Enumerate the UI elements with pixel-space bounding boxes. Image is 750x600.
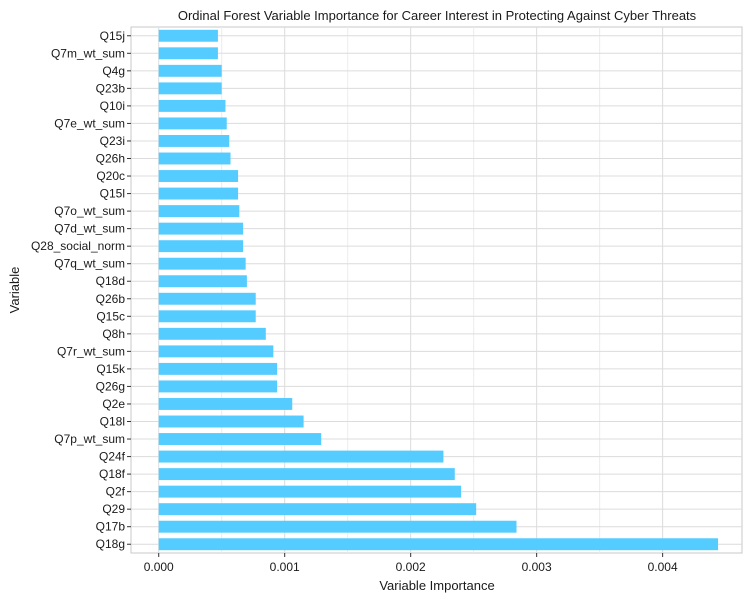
y-axis-ticks: Q15j Q7m_wt_sum Q4g Q23b Q10i Q7e_wt_sum Q23i Q… <box>31 29 131 551</box>
bar <box>158 520 517 533</box>
y-tick-label: Q18g <box>96 537 125 551</box>
y-tick-label: Q15k <box>96 362 126 376</box>
x-axis-title: Variable Importance <box>379 578 494 593</box>
y-tick-label: Q7p_wt_sum <box>54 432 125 446</box>
chart-title: Ordinal Forest Variable Importance for C… <box>178 8 697 23</box>
y-tick-label: Q18l <box>100 415 125 429</box>
bar <box>158 362 278 375</box>
bar <box>158 503 477 516</box>
bar <box>158 240 244 253</box>
bar <box>158 450 444 463</box>
y-tick-label: Q7o_wt_sum <box>54 204 125 218</box>
bar <box>158 398 293 410</box>
y-tick-label: Q2f <box>106 485 126 499</box>
y-tick-label: Q18f <box>99 467 126 481</box>
y-tick-label: Q15j <box>100 29 125 43</box>
plot-panel <box>130 26 743 554</box>
bar <box>158 433 322 445</box>
y-tick-label: Q23i <box>100 134 125 148</box>
y-tick-label: Q23b <box>96 81 126 95</box>
y-tick-label: Q26g <box>96 379 125 393</box>
y-tick-label: Q7m_wt_sum <box>51 46 125 60</box>
y-tick-label: Q2e <box>102 397 125 411</box>
y-tick-label: Q7e_wt_sum <box>54 116 125 130</box>
bar <box>158 47 218 60</box>
bar-series <box>158 29 719 551</box>
bar <box>158 64 222 77</box>
bar <box>158 310 256 323</box>
y-tick-label: Q4g <box>102 64 125 78</box>
y-tick-label: Q26b <box>96 292 126 306</box>
bar <box>158 187 239 200</box>
bar <box>158 292 256 305</box>
y-tick-label: Q7r_wt_sum <box>57 344 125 358</box>
bar <box>158 415 304 428</box>
y-tick-label: Q7q_wt_sum <box>54 257 125 271</box>
y-tick-label: Q17b <box>96 520 126 534</box>
bar <box>158 538 719 551</box>
bar <box>158 205 240 218</box>
y-tick-label: Q26h <box>96 152 125 166</box>
bar <box>158 222 244 235</box>
x-gridlines <box>158 27 664 553</box>
y-tick-label: Q15l <box>100 187 125 201</box>
bar <box>158 170 239 182</box>
y-tick-label: Q18d <box>96 274 125 288</box>
y-tick-label: Q29 <box>102 502 125 516</box>
x-tick-label: 0.001 <box>270 560 300 574</box>
bar <box>158 99 226 112</box>
y-tick-label: Q10i <box>100 99 125 113</box>
x-tick-label: 0.003 <box>522 560 552 574</box>
bar <box>158 117 227 130</box>
y-tick-label: Q15c <box>96 309 125 323</box>
bar <box>158 380 278 393</box>
bar <box>158 327 266 340</box>
bar <box>158 29 218 42</box>
bar <box>158 485 462 498</box>
bar <box>158 152 231 165</box>
bar <box>158 275 247 288</box>
x-tick-label: 0.002 <box>396 560 426 574</box>
y-tick-label: Q24f <box>99 450 126 464</box>
bar <box>158 82 222 95</box>
x-axis-ticks: 0.000 0.001 0.002 0.003 0.004 <box>144 553 678 574</box>
x-tick-label: 0.000 <box>144 560 174 574</box>
y-tick-label: Q20c <box>96 169 125 183</box>
y-axis-title: Variable <box>7 267 22 314</box>
y-tick-label: Q7d_wt_sum <box>54 222 125 236</box>
bar <box>158 468 455 481</box>
bar <box>158 257 246 270</box>
y-tick-label: Q28_social_norm <box>31 239 125 253</box>
bar <box>158 135 230 147</box>
bar <box>158 345 274 358</box>
y-tick-label: Q8h <box>102 327 125 341</box>
x-tick-label: 0.004 <box>648 560 678 574</box>
